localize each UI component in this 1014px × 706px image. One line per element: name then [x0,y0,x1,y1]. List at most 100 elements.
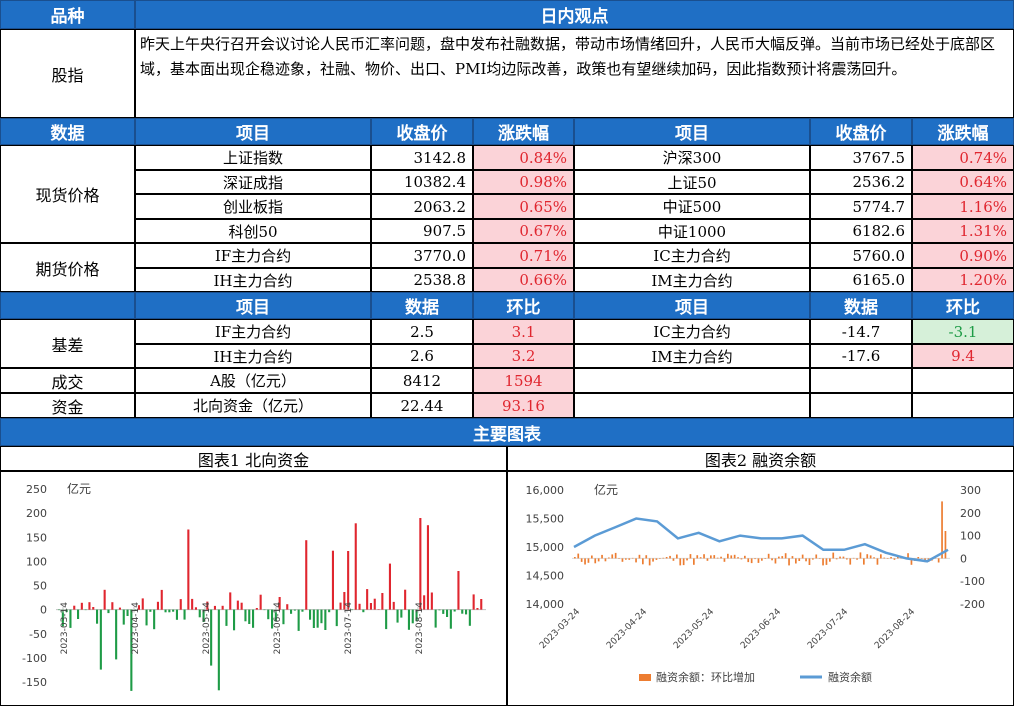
chart2-bar [869,555,872,559]
chart2-bar [638,554,641,559]
chart2-title: 图表2 融资余额 [507,446,1014,471]
chart1-bar [122,609,125,625]
chart1-bar [369,603,372,610]
chart1-bar [92,607,95,610]
table-cell: 沪深300 [574,145,810,170]
table-cell: IF主力合约 [135,319,371,344]
chart2-bar [897,556,899,559]
table-cell: 上证50 [574,170,810,194]
chart1-bar [419,518,422,610]
chart1-bar [366,589,369,610]
chart2-bar [859,552,862,559]
chart2-bar [839,556,841,559]
chart1-bar [77,609,80,619]
chart2-x-tick: 2023-05-24 [672,607,716,651]
col-header-data: 数据 [0,118,135,145]
chart2-bar [628,558,631,560]
chart1-x-tick: 2023-05-14 [202,602,212,655]
chart2-bar [720,556,722,559]
chart1-bar [244,609,247,622]
chart1-bar [290,609,293,614]
basis-header-data-2: 数据 [810,292,912,319]
chart2-bar [910,558,913,565]
chart1-bar [305,540,308,610]
basis-header-item: 项目 [135,292,371,319]
col-header-change-2-label: 涨跌幅 [937,124,989,144]
chart2-title-text: 图表2 融资余额 [704,450,817,470]
chart2-bar [679,558,682,566]
chart2-bar [920,558,923,559]
change-cell: 3.1 [473,319,574,344]
chart2-bar [665,557,668,559]
chart1-bar [446,609,449,617]
empty-cell [574,368,810,393]
table-cell: IM主力合约 [574,268,810,292]
chart1-bar [411,609,414,624]
change-cell: 0.98% [473,170,574,194]
index-label-text: 股指 [51,65,84,85]
chart2-bar [621,558,624,562]
chart2-y2-tick: 200 [960,507,981,520]
index-commentary: 昨天上午央行召开会议讨论人民币汇率问题，盘中发布社融数据，带动市场情绪回升，人民… [135,29,1014,118]
chart2-bar [890,557,892,559]
chart1-y-tick: -50 [29,628,47,641]
table-cell: -17.6 [810,344,912,368]
chart2-legend-bar-swatch [639,674,651,681]
basis-header-change-2-label: 环比 [946,298,980,318]
chart1-bar [252,609,255,628]
change-cell: 0.64% [912,170,1014,194]
change-cell: 1594 [473,368,574,393]
chart2-bar [686,558,688,561]
chart1-bar [118,607,121,610]
chart1-bar [206,601,209,610]
chart2-y-tick: 16,000 [526,484,565,497]
chart1-bar [221,605,224,610]
change-cell: 93.16 [473,393,574,418]
chart1-bar [274,609,277,622]
chart2-legend-line-label: 融资余额 [828,670,872,684]
basis-header-item-2-label: 项目 [675,298,709,318]
turnover-label: 成交 [0,368,135,393]
empty-cell [574,393,810,418]
futures-label: 期货价格 [0,243,135,292]
chart1-bar [415,609,418,622]
chart1-y-tick: 250 [26,483,47,496]
chart2-bar [764,558,767,559]
chart2-bar [597,558,600,562]
chart1-bar [472,594,475,610]
chart1-bar [263,609,266,611]
chart1-bar [362,609,365,613]
chart1-y-tick: 100 [26,555,47,568]
chart1-unit-label: 亿元 [67,481,91,496]
chart2-x-tick: 2023-03-24 [538,607,582,651]
chart1-bar [297,609,300,631]
chart2-bar [873,557,875,559]
chart1-bar [331,550,334,610]
header-variety-label: 品种 [50,7,85,27]
chart1-bar [438,609,441,611]
change-cell: 1.31% [912,219,1014,243]
chart2-bar [584,558,586,565]
table-cell: 3770.0 [371,243,473,268]
chart1-bar [99,609,102,670]
col-header-data-label: 数据 [50,124,85,144]
chart2-bar [788,558,790,566]
col-header-close-label: 收盘价 [396,124,448,144]
chart2-bar [730,555,733,559]
chart1-bar [88,602,91,610]
chart2-bar [662,557,665,559]
change-cell: 0.67% [473,219,574,243]
table-cell: 3142.8 [371,145,473,170]
chart2-bar [652,558,654,562]
chart2-bar [801,554,804,559]
basis-header-change: 环比 [473,292,574,319]
table-cell: IC主力合约 [574,243,810,268]
index-label: 股指 [0,29,135,118]
chart2-bar [842,556,845,559]
chart2-bar [625,558,627,560]
chart1-bar [377,609,380,610]
spot-label: 现货价格 [0,145,135,243]
basis-header-data: 数据 [371,292,473,319]
chart2-bar [682,558,685,566]
chart1-bar [347,551,350,610]
